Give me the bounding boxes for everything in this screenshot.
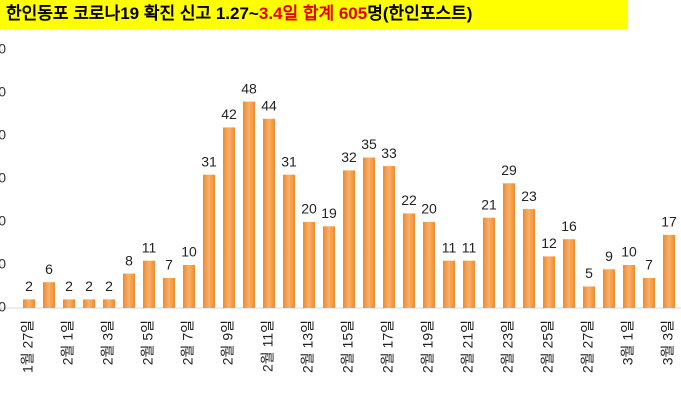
y-tick-label: 40 bbox=[0, 127, 6, 143]
value-label: 11 bbox=[462, 239, 477, 255]
title-segment: 3.4일 합계 605 bbox=[259, 3, 367, 23]
bar bbox=[23, 299, 35, 308]
y-tick-label: 10 bbox=[0, 256, 6, 272]
bar bbox=[323, 226, 335, 308]
y-tick-label: 50 bbox=[0, 84, 6, 100]
x-tick-label: 2월 15일 bbox=[340, 320, 356, 373]
x-tick-label: 2월 3일 bbox=[100, 320, 116, 365]
x-tick-label: 3월 3일 bbox=[660, 320, 676, 365]
value-label: 35 bbox=[361, 136, 377, 152]
bar bbox=[283, 174, 295, 308]
bar bbox=[363, 157, 375, 308]
value-label: 48 bbox=[241, 80, 257, 96]
value-label: 19 bbox=[321, 205, 337, 221]
x-tick-label: 2월 23일 bbox=[500, 320, 516, 373]
value-label: 16 bbox=[561, 218, 577, 234]
bar bbox=[83, 299, 95, 308]
x-tick-label: 2월 21일 bbox=[460, 320, 476, 373]
value-label: 32 bbox=[341, 149, 357, 165]
value-label: 10 bbox=[181, 244, 197, 260]
value-label: 12 bbox=[541, 235, 557, 251]
bar bbox=[223, 127, 235, 309]
value-label: 2 bbox=[25, 278, 33, 294]
bar bbox=[483, 217, 495, 308]
bar bbox=[463, 260, 475, 308]
x-tick-label: 2월 5일 bbox=[140, 320, 156, 365]
x-tick-label: 2월 7일 bbox=[180, 320, 196, 365]
bar bbox=[583, 286, 595, 308]
x-tick-label: 2월 19일 bbox=[420, 320, 436, 373]
bar bbox=[403, 213, 415, 308]
bar bbox=[383, 166, 395, 308]
value-label: 20 bbox=[421, 201, 437, 217]
bar bbox=[243, 101, 255, 308]
bar bbox=[103, 299, 115, 308]
value-label: 2 bbox=[105, 278, 113, 294]
bar bbox=[663, 234, 675, 308]
bar bbox=[543, 256, 555, 308]
bar bbox=[43, 282, 55, 308]
title-segment: 한인동포 코로나19 확진 신고 1.27~ bbox=[6, 4, 259, 23]
value-label: 23 bbox=[521, 188, 537, 204]
value-label: 17 bbox=[661, 214, 677, 230]
value-label: 44 bbox=[261, 98, 277, 114]
x-tick-label: 2월 27일 bbox=[580, 320, 596, 373]
x-tick-label: 2월 17일 bbox=[380, 320, 396, 373]
bar bbox=[623, 265, 635, 308]
bar bbox=[123, 273, 135, 308]
title-segment: 명(한인포스트) bbox=[367, 4, 472, 23]
value-label: 22 bbox=[401, 192, 417, 208]
bar bbox=[303, 222, 315, 308]
bar bbox=[183, 265, 195, 308]
bar bbox=[523, 209, 535, 308]
bar bbox=[263, 118, 275, 308]
y-tick-label: 0 bbox=[0, 299, 6, 315]
value-label: 7 bbox=[645, 257, 653, 273]
x-tick-label: 2월 13일 bbox=[300, 320, 316, 373]
bar bbox=[443, 260, 455, 308]
bar bbox=[343, 170, 355, 308]
bar bbox=[503, 183, 515, 308]
value-label: 31 bbox=[201, 153, 217, 169]
chart-title: 한인동포 코로나19 확진 신고 1.27~3.4일 합계 605명(한인포스트… bbox=[6, 3, 472, 23]
x-tick-label: 2월 25일 bbox=[540, 320, 556, 373]
value-label: 8 bbox=[125, 252, 133, 268]
value-label: 33 bbox=[381, 145, 397, 161]
bar bbox=[603, 269, 615, 308]
value-label: 7 bbox=[165, 257, 173, 273]
bar bbox=[563, 239, 575, 308]
value-label: 42 bbox=[221, 106, 237, 122]
value-label: 20 bbox=[301, 201, 317, 217]
value-label: 9 bbox=[605, 248, 613, 264]
value-label: 2 bbox=[65, 278, 73, 294]
value-label: 11 bbox=[442, 239, 457, 255]
bar bbox=[643, 277, 655, 308]
value-label: 5 bbox=[585, 265, 593, 281]
y-tick-label: 20 bbox=[0, 213, 6, 229]
x-tick-label: 2월 9일 bbox=[220, 320, 236, 365]
value-label: 21 bbox=[481, 196, 497, 212]
value-label: 11 bbox=[142, 239, 157, 255]
x-tick-label: 1월 27일 bbox=[20, 320, 36, 373]
value-label: 29 bbox=[501, 162, 517, 178]
bar bbox=[423, 222, 435, 308]
x-tick-label: 2월 11일 bbox=[260, 320, 276, 372]
value-label: 2 bbox=[85, 278, 93, 294]
y-tick-label: 30 bbox=[0, 170, 6, 186]
value-label: 6 bbox=[45, 261, 53, 277]
value-label: 31 bbox=[281, 153, 297, 169]
bar bbox=[143, 260, 155, 308]
bar bbox=[203, 174, 215, 308]
value-label: 10 bbox=[621, 244, 637, 260]
bar bbox=[163, 277, 175, 308]
x-tick-label: 2월 1일 bbox=[60, 320, 76, 365]
title-background bbox=[0, 0, 628, 29]
x-tick-label: 3월 1일 bbox=[620, 320, 636, 365]
bar bbox=[63, 299, 75, 308]
y-tick-label: 60 bbox=[0, 41, 6, 57]
